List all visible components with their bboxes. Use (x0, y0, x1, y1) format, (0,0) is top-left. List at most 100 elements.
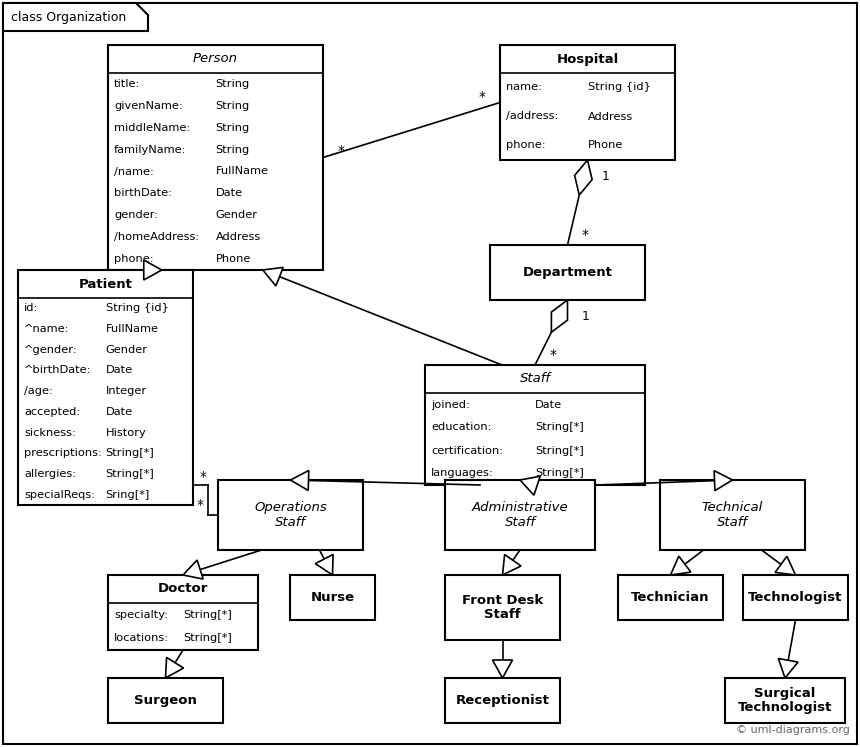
Polygon shape (183, 560, 203, 579)
Text: givenName:: givenName: (114, 101, 182, 111)
Text: Technician: Technician (631, 591, 710, 604)
Polygon shape (775, 557, 796, 575)
Text: Administrative
Staff: Administrative Staff (471, 501, 568, 529)
Text: Person: Person (193, 52, 238, 66)
Text: String[*]: String[*] (106, 469, 154, 479)
Bar (445, 678, 560, 723)
Polygon shape (714, 471, 733, 491)
Polygon shape (3, 3, 148, 31)
Text: accepted:: accepted: (24, 407, 80, 417)
Bar (108, 678, 223, 723)
Polygon shape (520, 476, 540, 495)
Text: String[*]: String[*] (535, 423, 584, 433)
Text: birthDate:: birthDate: (114, 188, 172, 199)
Text: phone:: phone: (114, 254, 154, 264)
Text: gender:: gender: (114, 210, 158, 220)
Polygon shape (291, 471, 309, 491)
Polygon shape (165, 657, 183, 678)
Text: © uml-diagrams.org: © uml-diagrams.org (736, 725, 850, 735)
Text: /homeAddress:: /homeAddress: (114, 232, 200, 242)
Text: Surgical
Technologist: Surgical Technologist (738, 686, 832, 714)
Polygon shape (502, 554, 521, 575)
Bar (445, 575, 560, 640)
Text: allergies:: allergies: (24, 469, 77, 479)
Text: Staff: Staff (519, 373, 550, 385)
Text: String[*]: String[*] (535, 445, 584, 456)
Text: Department: Department (523, 266, 612, 279)
Polygon shape (263, 267, 283, 286)
Polygon shape (316, 554, 333, 575)
Text: String[*]: String[*] (535, 468, 584, 479)
Text: 1: 1 (601, 170, 610, 182)
Text: Front Desk
Staff: Front Desk Staff (462, 594, 544, 622)
Text: locations:: locations: (114, 633, 169, 643)
Text: String: String (216, 123, 249, 133)
Text: *: * (200, 470, 206, 484)
Text: Sring[*]: Sring[*] (106, 489, 150, 500)
Text: /name:: /name: (114, 167, 154, 176)
Text: Doctor: Doctor (158, 583, 208, 595)
Polygon shape (493, 660, 513, 678)
Text: Date: Date (535, 400, 562, 409)
Text: id:: id: (24, 303, 39, 313)
Text: Address: Address (587, 111, 633, 122)
Polygon shape (778, 659, 798, 678)
Text: specialty:: specialty: (114, 610, 168, 620)
Text: Date: Date (106, 365, 132, 376)
Text: *: * (550, 348, 556, 362)
Text: Gender: Gender (106, 345, 148, 355)
Text: ^gender:: ^gender: (24, 345, 77, 355)
Text: *: * (478, 90, 486, 104)
Text: Phone: Phone (216, 254, 251, 264)
Text: FullName: FullName (106, 324, 158, 334)
Bar (660, 480, 805, 550)
Text: String {id}: String {id} (106, 303, 169, 313)
Text: String: String (216, 145, 249, 155)
Text: class Organization: class Organization (11, 10, 126, 23)
Bar (425, 365, 645, 485)
Text: Integer: Integer (106, 386, 146, 396)
Text: String[*]: String[*] (106, 448, 154, 458)
Text: String: String (216, 79, 249, 89)
Text: ^birthDate:: ^birthDate: (24, 365, 91, 376)
Bar (290, 575, 375, 620)
Text: /age:: /age: (24, 386, 52, 396)
Text: *: * (196, 498, 204, 512)
Text: joined:: joined: (431, 400, 470, 409)
Polygon shape (144, 260, 162, 280)
Bar (618, 575, 723, 620)
Polygon shape (574, 160, 593, 195)
Text: Patient: Patient (78, 277, 132, 291)
Bar (445, 480, 595, 550)
Text: name:: name: (506, 82, 542, 93)
Bar (108, 45, 323, 270)
Text: Gender: Gender (216, 210, 257, 220)
Text: education:: education: (431, 423, 492, 433)
Text: middleName:: middleName: (114, 123, 190, 133)
Text: String[*]: String[*] (183, 610, 231, 620)
Text: title:: title: (114, 79, 140, 89)
Polygon shape (671, 557, 691, 575)
Text: String[*]: String[*] (183, 633, 231, 643)
Text: *: * (582, 228, 589, 242)
Text: Surgeon: Surgeon (134, 694, 197, 707)
Text: History: History (106, 427, 146, 438)
Bar (18, 270, 193, 505)
Text: sickness:: sickness: (24, 427, 76, 438)
Polygon shape (551, 300, 568, 332)
Text: Date: Date (106, 407, 132, 417)
Text: String {id}: String {id} (587, 82, 650, 93)
Text: Receptionist: Receptionist (456, 694, 550, 707)
Text: *: * (337, 144, 345, 158)
Bar (490, 245, 645, 300)
Text: languages:: languages: (431, 468, 494, 479)
Text: 1: 1 (581, 309, 589, 323)
Text: Technical
Staff: Technical Staff (702, 501, 763, 529)
Bar (108, 575, 258, 650)
Text: Technologist: Technologist (748, 591, 843, 604)
Text: /address:: /address: (506, 111, 558, 122)
Text: specialReqs:: specialReqs: (24, 489, 95, 500)
Text: phone:: phone: (506, 140, 545, 150)
Bar (500, 45, 675, 160)
Text: Phone: Phone (587, 140, 623, 150)
